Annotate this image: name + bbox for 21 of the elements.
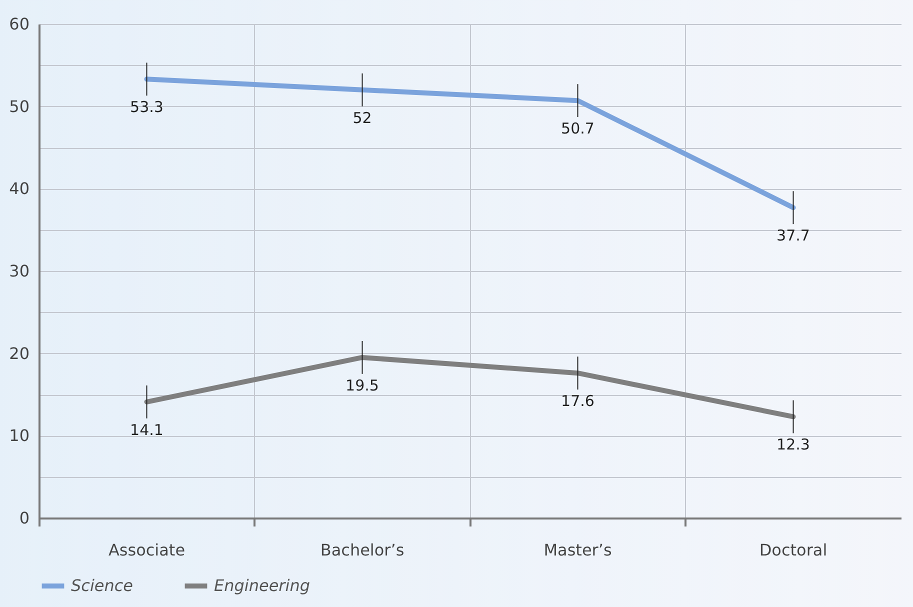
x-tick-label: Master’s — [544, 540, 612, 560]
data-label: 12.3 — [776, 436, 810, 454]
data-label: 19.5 — [346, 376, 379, 394]
y-tick-label: 30 — [9, 262, 30, 280]
x-tick-label: Doctoral — [759, 540, 828, 560]
y-tick-label: 20 — [9, 344, 30, 363]
legend-label: Science — [71, 576, 134, 595]
y-tick-label: 50 — [9, 96, 30, 116]
y-tick-label: 0 — [19, 508, 30, 528]
x-tick-label: Bachelor’s — [320, 540, 404, 560]
data-label: 14.1 — [130, 420, 164, 439]
data-label: 53.3 — [130, 98, 164, 116]
data-label: 50.7 — [561, 120, 594, 138]
data-label: 52 — [352, 108, 372, 127]
data-label: 17.6 — [561, 392, 594, 410]
y-tick-label: 60 — [9, 14, 30, 34]
y-tick-label: 10 — [9, 426, 30, 446]
legend-label: Engineering — [214, 576, 310, 595]
y-tick-label: 40 — [9, 179, 30, 198]
data-label: 37.7 — [776, 226, 810, 245]
x-tick-label: Associate — [108, 540, 186, 560]
